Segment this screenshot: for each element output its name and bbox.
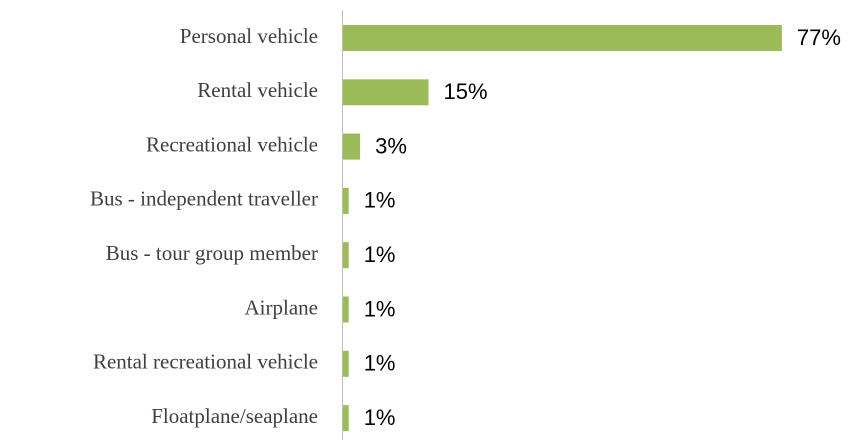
- category-label: Rental recreational vehicle: [93, 350, 318, 374]
- data-label: 1%: [364, 242, 396, 267]
- bar: [343, 242, 349, 269]
- category-label: Floatplane/seaplane: [151, 404, 318, 428]
- bar: [343, 133, 361, 160]
- data-label: 1%: [364, 405, 396, 430]
- bar: [343, 187, 349, 214]
- bar: [343, 79, 429, 106]
- category-label: Rental vehicle: [197, 78, 318, 102]
- category-label: Airplane: [245, 295, 318, 319]
- data-label: 1%: [364, 188, 396, 213]
- data-label: 77%: [797, 25, 841, 50]
- bar: [343, 405, 349, 432]
- data-label: 3%: [375, 133, 407, 158]
- bar: [343, 296, 349, 323]
- data-label: 15%: [444, 79, 488, 104]
- category-label: Bus - independent traveller: [90, 187, 318, 211]
- data-label: 1%: [364, 296, 396, 321]
- category-label: Recreational vehicle: [146, 132, 318, 156]
- data-label: 1%: [364, 351, 396, 376]
- category-label: Bus - tour group member: [106, 241, 318, 265]
- bar: [343, 350, 349, 377]
- bar: [343, 25, 782, 51]
- category-label: Personal vehicle: [180, 24, 318, 48]
